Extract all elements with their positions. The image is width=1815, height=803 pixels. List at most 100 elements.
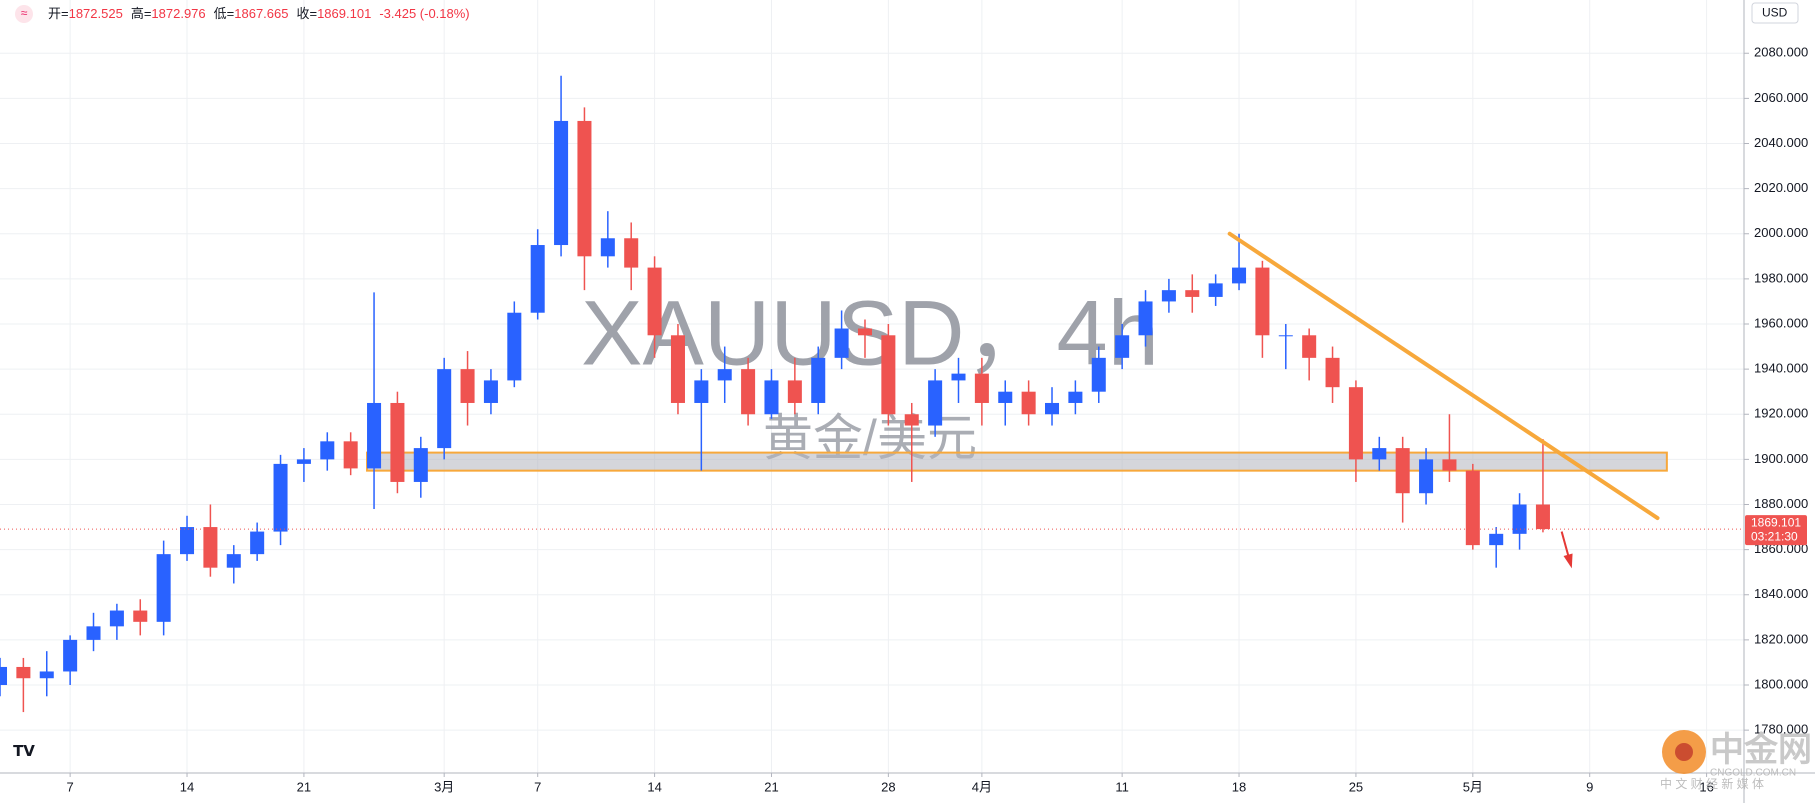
ohlc-value: 1872.525 bbox=[69, 6, 123, 21]
candle-body bbox=[1044, 402, 1060, 415]
candle-body bbox=[670, 335, 685, 403]
candle-body bbox=[1068, 391, 1083, 403]
x-tick-label: 3月 bbox=[434, 779, 454, 794]
y-tick-label: 2020.000 bbox=[1754, 180, 1808, 195]
candle-body bbox=[1278, 335, 1293, 337]
y-tick-label: 1820.000 bbox=[1754, 631, 1808, 646]
candle-body bbox=[600, 238, 615, 257]
candle-body bbox=[1115, 335, 1130, 358]
candles bbox=[0, 75, 1550, 713]
candle-body bbox=[39, 671, 54, 679]
ohlc-header: 开=1872.525 高=1872.976 低=1867.665 收=1869.101… bbox=[48, 6, 470, 21]
y-tick-label: 2080.000 bbox=[1754, 45, 1808, 60]
candle-body bbox=[904, 414, 919, 426]
candle-body bbox=[1185, 290, 1200, 297]
x-tick-label: 21 bbox=[297, 779, 311, 794]
ohlc-value: 1872.976 bbox=[151, 6, 205, 21]
candle-body bbox=[367, 402, 382, 469]
candle-body bbox=[413, 448, 428, 482]
candle-body bbox=[834, 328, 849, 358]
currency-label: USD bbox=[1762, 6, 1788, 20]
x-tick-label: 28 bbox=[881, 779, 895, 794]
y-tick-label: 1940.000 bbox=[1754, 361, 1808, 376]
candle-body bbox=[1302, 335, 1317, 358]
candle-body bbox=[1161, 290, 1176, 302]
x-tick-label: 14 bbox=[180, 779, 194, 794]
candle-body bbox=[881, 335, 896, 415]
candle-body bbox=[624, 238, 639, 268]
candle-body bbox=[180, 527, 195, 555]
candle-body bbox=[109, 610, 124, 627]
y-tick-label: 1900.000 bbox=[1754, 451, 1808, 466]
trendline bbox=[1227, 231, 1660, 521]
x-tick-label: 18 bbox=[1232, 779, 1246, 794]
ohlc-label: 高= bbox=[131, 6, 152, 21]
candle-body bbox=[787, 380, 802, 403]
countdown-label: 03:21:30 bbox=[1751, 529, 1798, 543]
candle-body bbox=[483, 380, 498, 403]
candle-body bbox=[0, 666, 8, 686]
candle-body bbox=[928, 380, 943, 426]
candle-body bbox=[951, 373, 966, 381]
ohlc-change: -3.425 (-0.18%) bbox=[379, 6, 469, 21]
candle-body bbox=[647, 267, 662, 336]
candle-body bbox=[1465, 470, 1480, 546]
candle-body bbox=[133, 610, 148, 622]
y-tick-label: 1960.000 bbox=[1754, 315, 1808, 330]
candle-body bbox=[320, 441, 335, 460]
x-tick-label: 21 bbox=[764, 779, 778, 794]
candle-body bbox=[811, 357, 826, 403]
candle-body bbox=[16, 666, 31, 679]
ohlc-label: 低= bbox=[214, 6, 235, 21]
candle-body bbox=[273, 463, 288, 532]
candle-body bbox=[226, 554, 241, 568]
candle-body bbox=[507, 312, 522, 381]
last-price-label: 1869.101 bbox=[1751, 515, 1801, 529]
candle-body bbox=[741, 369, 756, 415]
symbol-icon[interactable] bbox=[15, 5, 33, 23]
arrow-head bbox=[1563, 553, 1573, 569]
x-tick-label: 4月 bbox=[972, 779, 992, 794]
x-tick-label: 5月 bbox=[1463, 779, 1483, 794]
currency-button[interactable] bbox=[1751, 2, 1799, 24]
candle-body bbox=[437, 369, 452, 449]
tv-logo[interactable] bbox=[8, 738, 40, 766]
candle-body bbox=[1348, 387, 1363, 460]
candle-body bbox=[764, 380, 779, 415]
candle-body bbox=[296, 459, 311, 464]
candle-body bbox=[1372, 448, 1387, 460]
candle-body bbox=[1419, 459, 1434, 494]
support-zone bbox=[366, 451, 1668, 472]
candle-body bbox=[250, 531, 265, 555]
x-tick-label: 11 bbox=[1115, 779, 1129, 794]
candle-body bbox=[717, 369, 732, 381]
ohlc-label: 开= bbox=[48, 6, 69, 21]
candle-body bbox=[86, 626, 101, 640]
brand-name: 中金网 bbox=[1710, 730, 1812, 769]
y-tick-label: 1880.000 bbox=[1754, 496, 1808, 511]
candle-body bbox=[1021, 391, 1036, 415]
candle-body bbox=[1395, 448, 1410, 494]
y-tick-label: 2040.000 bbox=[1754, 135, 1808, 150]
candle-body bbox=[554, 120, 569, 246]
candle-body bbox=[530, 245, 545, 313]
y-tick-label: 1780.000 bbox=[1754, 722, 1808, 737]
candle-body bbox=[1442, 459, 1457, 471]
candle-body bbox=[1325, 357, 1340, 388]
x-tick-label: 25 bbox=[1349, 779, 1363, 794]
x-tick-label: 7 bbox=[67, 779, 74, 794]
ohlc-value: 1869.101 bbox=[317, 6, 371, 21]
candle-body bbox=[1255, 267, 1270, 336]
candle-body bbox=[1489, 533, 1504, 546]
x-tick-label: 7 bbox=[534, 779, 541, 794]
candle-body bbox=[1232, 267, 1247, 284]
candle-body bbox=[156, 554, 171, 622]
candle-body bbox=[1208, 283, 1223, 297]
y-tick-label: 2060.000 bbox=[1754, 90, 1808, 105]
candle-body bbox=[1091, 357, 1106, 392]
candle-body bbox=[998, 391, 1013, 403]
ohlc-label: 收= bbox=[296, 6, 317, 21]
candle-body bbox=[694, 380, 709, 403]
